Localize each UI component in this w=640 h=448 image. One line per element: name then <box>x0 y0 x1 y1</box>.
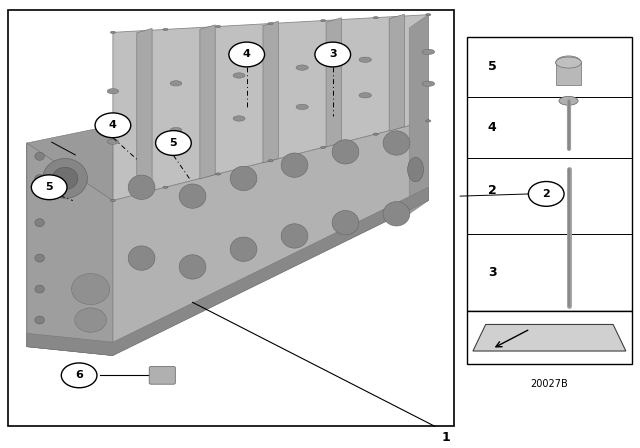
Ellipse shape <box>35 219 44 227</box>
Ellipse shape <box>383 202 410 226</box>
Ellipse shape <box>332 140 359 164</box>
Ellipse shape <box>296 65 308 70</box>
Ellipse shape <box>216 26 221 28</box>
Ellipse shape <box>268 159 273 162</box>
Ellipse shape <box>43 159 88 198</box>
Ellipse shape <box>373 133 378 135</box>
Ellipse shape <box>179 184 206 208</box>
Circle shape <box>31 175 67 200</box>
Circle shape <box>315 42 351 67</box>
Ellipse shape <box>230 237 257 261</box>
Ellipse shape <box>556 56 581 69</box>
Text: 4: 4 <box>488 121 497 134</box>
Ellipse shape <box>216 173 221 175</box>
Ellipse shape <box>163 28 168 30</box>
Circle shape <box>156 131 191 155</box>
Text: 5: 5 <box>170 138 177 148</box>
Ellipse shape <box>422 81 435 86</box>
Ellipse shape <box>233 73 245 78</box>
Ellipse shape <box>281 224 308 248</box>
Ellipse shape <box>128 246 155 270</box>
Ellipse shape <box>373 17 378 19</box>
Ellipse shape <box>170 81 182 86</box>
Polygon shape <box>137 28 152 195</box>
Ellipse shape <box>408 157 424 182</box>
Polygon shape <box>473 324 626 351</box>
Ellipse shape <box>559 96 578 105</box>
FancyBboxPatch shape <box>149 366 175 384</box>
Text: 2: 2 <box>488 184 497 197</box>
Text: 4: 4 <box>109 121 117 130</box>
Text: 20027B: 20027B <box>531 379 568 389</box>
Ellipse shape <box>359 93 371 98</box>
Ellipse shape <box>72 274 109 305</box>
Ellipse shape <box>359 57 371 62</box>
Polygon shape <box>409 15 428 214</box>
Ellipse shape <box>426 13 431 16</box>
Ellipse shape <box>556 57 581 68</box>
Bar <box>8 10 454 426</box>
Ellipse shape <box>35 285 44 293</box>
Polygon shape <box>200 25 215 179</box>
Ellipse shape <box>321 19 326 22</box>
Ellipse shape <box>107 89 118 94</box>
Polygon shape <box>27 125 113 201</box>
Circle shape <box>529 181 564 206</box>
Ellipse shape <box>35 254 44 262</box>
Text: 3: 3 <box>329 49 337 60</box>
Ellipse shape <box>35 174 44 182</box>
Bar <box>467 311 632 364</box>
Bar <box>467 37 632 311</box>
Text: 2: 2 <box>542 189 550 199</box>
Text: 6: 6 <box>75 370 83 380</box>
Ellipse shape <box>110 199 115 202</box>
Ellipse shape <box>383 131 410 155</box>
Circle shape <box>229 42 264 67</box>
Ellipse shape <box>281 153 308 177</box>
Polygon shape <box>27 143 113 355</box>
Polygon shape <box>263 22 278 163</box>
Ellipse shape <box>426 120 431 122</box>
Ellipse shape <box>107 139 118 144</box>
Circle shape <box>61 363 97 388</box>
Text: 1: 1 <box>441 431 450 444</box>
Polygon shape <box>27 121 428 355</box>
Ellipse shape <box>75 308 106 332</box>
Ellipse shape <box>422 49 435 55</box>
Polygon shape <box>113 15 428 201</box>
Text: 5: 5 <box>488 60 497 73</box>
Ellipse shape <box>35 152 44 160</box>
Ellipse shape <box>321 146 326 149</box>
Polygon shape <box>326 18 341 147</box>
Ellipse shape <box>110 31 115 34</box>
Ellipse shape <box>35 316 44 324</box>
Ellipse shape <box>128 175 155 199</box>
Ellipse shape <box>233 116 245 121</box>
Circle shape <box>95 113 131 138</box>
Ellipse shape <box>179 255 206 279</box>
Ellipse shape <box>170 127 182 133</box>
Polygon shape <box>27 187 428 355</box>
Polygon shape <box>389 14 404 131</box>
Ellipse shape <box>230 166 257 190</box>
Ellipse shape <box>268 22 273 25</box>
Ellipse shape <box>332 211 359 235</box>
Ellipse shape <box>163 186 168 188</box>
Text: 5: 5 <box>45 182 53 192</box>
Polygon shape <box>27 143 113 355</box>
Ellipse shape <box>561 59 577 67</box>
Bar <box>556 63 581 85</box>
Ellipse shape <box>52 168 78 190</box>
Text: 3: 3 <box>488 266 497 279</box>
Text: 4: 4 <box>243 49 251 60</box>
Ellipse shape <box>296 104 308 110</box>
